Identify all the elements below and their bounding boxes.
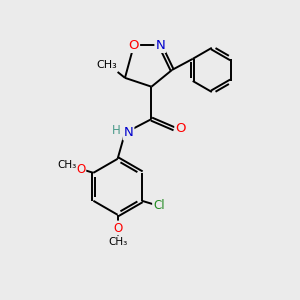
Text: CH₃: CH₃ bbox=[57, 160, 76, 170]
Text: N: N bbox=[155, 39, 165, 52]
Text: O: O bbox=[113, 221, 122, 235]
Text: Cl: Cl bbox=[153, 199, 165, 212]
Text: CH₃: CH₃ bbox=[96, 60, 117, 70]
Text: O: O bbox=[76, 163, 85, 176]
Text: O: O bbox=[129, 39, 139, 52]
Text: CH₃: CH₃ bbox=[108, 237, 127, 247]
Text: H: H bbox=[112, 124, 121, 137]
Text: N: N bbox=[124, 126, 134, 140]
Text: O: O bbox=[176, 122, 186, 135]
